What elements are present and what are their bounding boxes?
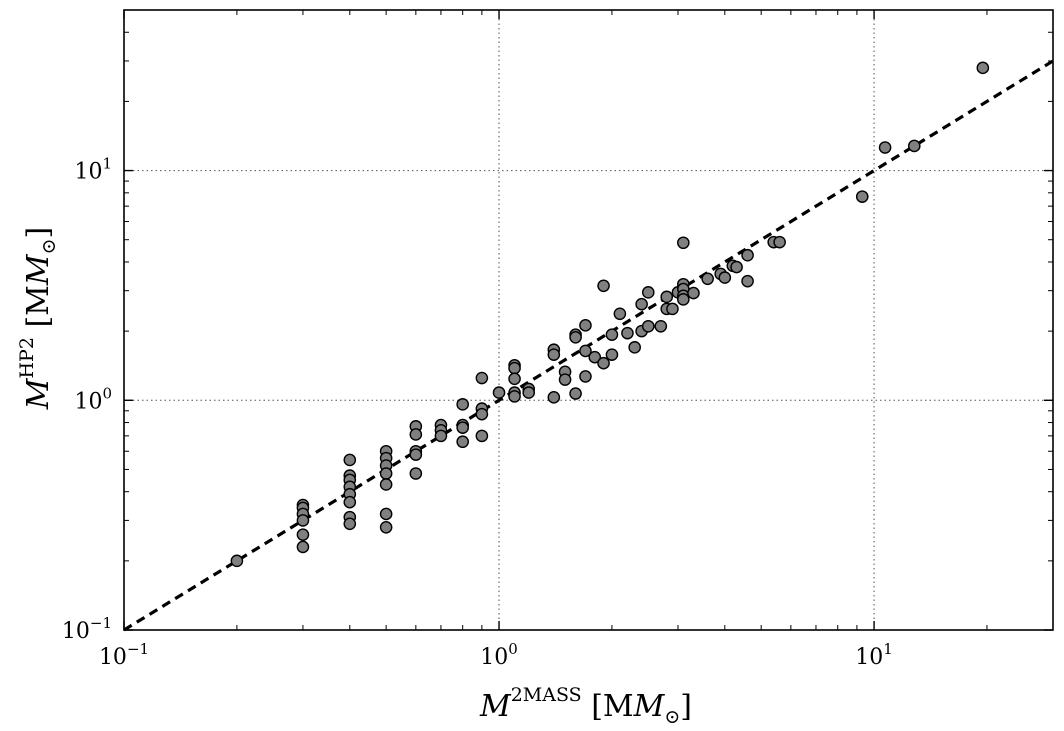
data-point (379, 478, 393, 491)
data-point (569, 387, 582, 400)
y-tick-base: 10 (74, 160, 102, 185)
data-point (296, 540, 310, 554)
y-tick-exp: −1 (90, 614, 112, 632)
data-point (579, 370, 592, 383)
data-point (409, 467, 423, 480)
x-tick-label: 101 (855, 640, 893, 670)
data-point (677, 293, 690, 306)
axis-ticks (123, 10, 1053, 631)
data-point (579, 319, 592, 332)
y-label-main: M (21, 377, 56, 410)
x-tick-base: 10 (855, 645, 883, 670)
x-label-unit-sub: ⊙ (664, 706, 680, 728)
y-label-sup: HP2 (16, 337, 38, 378)
data-point (628, 341, 641, 354)
data-point (508, 372, 521, 386)
y-label-unit-close: ] (21, 227, 56, 239)
data-point (379, 467, 393, 480)
x-axis-label: M2MASS [MM⊙] (479, 684, 692, 728)
data-point (605, 328, 619, 341)
data-point (296, 514, 310, 527)
x-tick-label: 100 (480, 640, 518, 670)
grid-lines (124, 10, 1053, 630)
data-point (409, 448, 423, 461)
data-point (456, 421, 469, 434)
data-point (343, 453, 357, 467)
data-point (907, 139, 921, 153)
data-point (475, 407, 489, 421)
data-point (475, 429, 489, 443)
data-point (409, 428, 423, 441)
data-point (492, 386, 506, 399)
data-point (296, 528, 310, 541)
data-point (635, 297, 648, 311)
y-label-unit: [M (21, 285, 56, 337)
x-label-unit: [M (582, 689, 634, 724)
data-point (677, 236, 690, 250)
x-tick-base: 10 (99, 645, 127, 670)
data-point (579, 344, 592, 358)
data-point (547, 348, 561, 361)
y-tick-label: 101 (74, 155, 112, 185)
data-points (230, 61, 990, 568)
y-tick-base: 10 (62, 619, 90, 644)
data-point (660, 290, 674, 304)
y-tick-exp: 0 (102, 384, 112, 402)
data-point (976, 61, 990, 75)
y-tick-label: 10−1 (62, 614, 112, 644)
data-point (508, 361, 521, 375)
x-label-unit-close: ] (680, 689, 692, 724)
data-point (230, 554, 244, 568)
data-point (475, 371, 489, 385)
data-point (597, 356, 610, 370)
x-tick-base: 10 (480, 645, 508, 670)
data-point (701, 272, 714, 286)
data-point (343, 495, 357, 509)
data-point (605, 348, 619, 361)
x-label-sup: 2MASS (511, 684, 582, 706)
data-point (379, 520, 393, 534)
data-point (588, 350, 602, 364)
y-label-unit-sub: ⊙ (38, 238, 60, 254)
data-point (666, 302, 679, 316)
data-point (456, 398, 469, 411)
x-tick-exp: 1 (883, 640, 893, 658)
data-point (547, 391, 561, 404)
data-point (613, 307, 627, 321)
plot-frame (123, 9, 1054, 631)
data-point (558, 373, 572, 386)
y-label-unit-sym: M (21, 253, 56, 286)
data-point (773, 235, 786, 249)
data-point (456, 435, 469, 449)
data-point (654, 319, 668, 333)
data-point (741, 274, 754, 288)
data-point (730, 260, 743, 274)
x-tick-exp: −1 (127, 640, 149, 658)
data-point (597, 279, 610, 293)
data-point (434, 429, 448, 443)
x-tick-label: 10−1 (99, 640, 149, 670)
data-point (741, 248, 754, 262)
data-point (878, 141, 892, 154)
x-tick-exp: 0 (508, 640, 518, 658)
data-point (718, 271, 732, 284)
data-point (569, 331, 582, 344)
data-point (855, 190, 869, 203)
x-label-unit-sym: M (633, 689, 666, 724)
data-point (687, 286, 700, 300)
data-point (508, 390, 521, 403)
x-label-main: M (479, 689, 512, 724)
data-point (379, 507, 393, 521)
data-point (641, 319, 655, 333)
data-point (522, 386, 536, 399)
data-point (343, 517, 357, 531)
y-tick-label: 100 (74, 384, 112, 414)
y-tick-exp: 1 (102, 155, 112, 173)
data-point (641, 286, 655, 299)
y-axis-label: MHP2 [MM⊙] (16, 227, 60, 411)
y-tick-base: 10 (74, 389, 102, 414)
data-point (621, 326, 634, 340)
